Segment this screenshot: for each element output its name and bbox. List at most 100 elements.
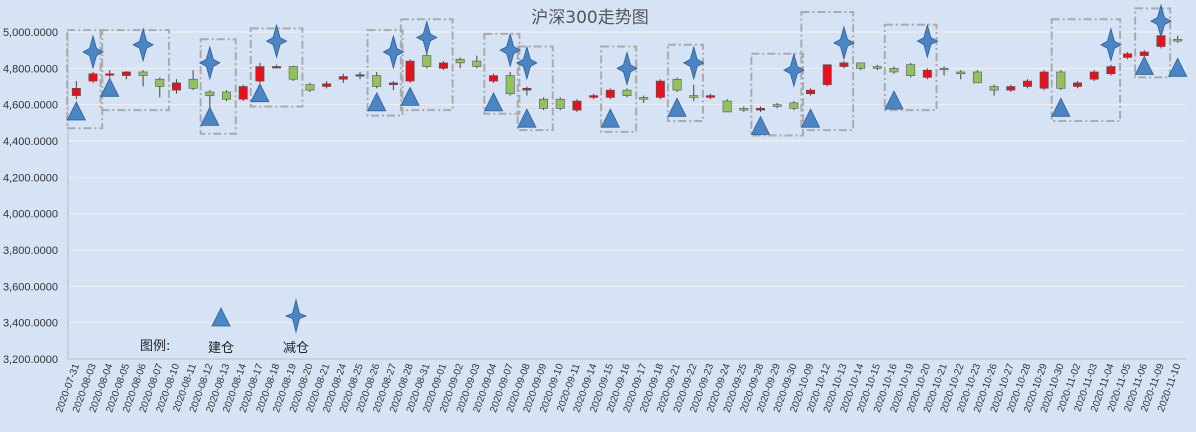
sell-star-icon — [783, 52, 805, 88]
candle-body — [1123, 53, 1133, 58]
candle-body — [1106, 66, 1116, 75]
triangle-icon — [211, 307, 231, 327]
candle-body — [555, 98, 565, 109]
sell-star-icon — [499, 32, 522, 68]
buy-triangle-icon — [1051, 97, 1071, 117]
sell-star-icon — [616, 50, 638, 86]
x-axis: 2020-07-312020-08-032020-08-042020-08-05… — [54, 362, 1183, 414]
candle-body — [672, 78, 682, 91]
candle-body — [722, 100, 732, 113]
candle-body — [689, 95, 699, 98]
y-tick-label: 4,000.0000 — [3, 209, 58, 221]
sell-star-icon — [916, 23, 939, 59]
trade-boxes — [66, 7, 1172, 137]
candle-body — [155, 78, 165, 87]
trade-box — [666, 43, 704, 123]
candle-body — [822, 64, 832, 85]
sell-star-icon — [682, 45, 705, 81]
y-axis: 3,200.0000 3,400.0000 3,600.0000 3,800.0000… — [3, 27, 58, 366]
legend-label-sell: 减仓 — [283, 341, 309, 356]
buy-triangle-icon — [1168, 57, 1188, 77]
candle-body — [1039, 71, 1049, 89]
candle-body — [255, 66, 265, 82]
candle-body — [539, 98, 549, 109]
candle-body — [1006, 86, 1016, 91]
candle-body — [438, 62, 448, 69]
candle-body — [889, 68, 899, 73]
trade-box — [399, 18, 454, 112]
buy-triangle-icon — [200, 106, 220, 126]
y-tick-label: 4,600.0000 — [3, 100, 58, 112]
candle-body — [1073, 82, 1083, 87]
sell-star-icon — [1100, 27, 1122, 63]
buy-triangle-icon — [517, 108, 537, 128]
candle-body — [489, 75, 498, 82]
sell-star-icon — [382, 34, 405, 70]
trade-box — [516, 45, 554, 132]
candle-body — [939, 68, 949, 71]
sell-star-icon — [82, 34, 104, 70]
candle-body — [338, 76, 348, 80]
candle-body — [188, 78, 198, 89]
candle-body — [372, 75, 382, 87]
buy-triangle-icon — [483, 91, 504, 112]
candle-body — [472, 60, 482, 67]
candle-body — [222, 91, 231, 100]
star-icon — [284, 298, 308, 334]
candle-body — [355, 74, 365, 77]
legend: 图例: 建仓 减仓 — [140, 298, 309, 356]
candle-body — [772, 104, 782, 107]
candle-body — [288, 66, 298, 80]
candle-body — [305, 84, 315, 91]
candle-body — [589, 95, 599, 98]
candle-body — [705, 95, 715, 98]
buy-triangle-icon — [367, 91, 387, 112]
sell-star-icon — [265, 23, 288, 59]
candle-body — [388, 82, 398, 85]
candle-body — [856, 62, 866, 69]
candle-body — [639, 97, 649, 100]
trade-box — [883, 23, 938, 112]
candle-body — [505, 75, 515, 95]
sell-star-icon — [833, 25, 855, 61]
trade-box — [483, 32, 521, 115]
y-tick-label: 5,000.0000 — [3, 27, 58, 39]
trade-box — [99, 29, 170, 112]
candle-body — [422, 55, 432, 67]
buy-triangle-icon — [667, 97, 687, 117]
candle-body — [88, 73, 98, 82]
candle-body — [71, 88, 81, 96]
buy-triangle-icon — [1134, 55, 1154, 75]
candle-body — [1173, 38, 1183, 42]
trade-box — [249, 27, 304, 108]
candle-body — [756, 108, 765, 111]
candle-body — [989, 86, 999, 91]
buy-triangle-icon — [100, 77, 120, 97]
candle-body — [806, 89, 816, 95]
candle-body — [1023, 80, 1032, 87]
trade-box — [366, 29, 404, 117]
candle-body — [405, 60, 415, 82]
candle-body — [272, 66, 282, 69]
y-tick-label: 4,800.0000 — [3, 63, 58, 75]
y-tick-label: 4,400.0000 — [3, 136, 58, 148]
buy-triangle-icon — [750, 115, 771, 135]
candle-body — [522, 88, 532, 91]
candle-body — [1089, 71, 1099, 80]
candle-body — [171, 82, 181, 91]
trade-box — [600, 45, 638, 133]
candle-body — [655, 80, 665, 98]
trade-box — [750, 52, 805, 137]
trade-box — [1134, 7, 1172, 79]
trade-box — [1050, 18, 1122, 123]
candle-body — [121, 71, 131, 76]
trade-box — [800, 11, 855, 132]
sell-star-icon — [415, 19, 438, 55]
candle-body — [839, 62, 849, 67]
candle-body — [739, 108, 749, 111]
candle-body — [105, 73, 115, 76]
y-tick-label: 3,400.0000 — [3, 318, 58, 330]
buy-triangle-icon — [400, 86, 420, 106]
y-tick-label: 3,200.0000 — [3, 354, 58, 366]
